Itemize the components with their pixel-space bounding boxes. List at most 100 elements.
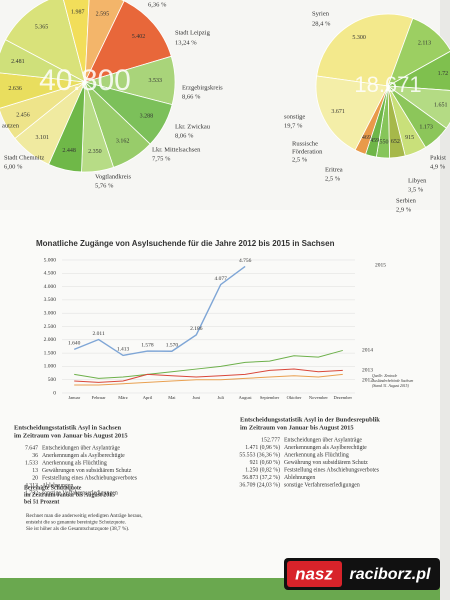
item-text: Anerkennung als Flüchtling [284,452,349,458]
y-tick-label: 1.500 [44,350,57,356]
pie-slice [0,39,86,83]
pie-annotation: Stadt Leipzig [175,29,211,36]
pie-annotation: Förderation [292,148,323,155]
x-tick-label: Mai [168,395,176,400]
x-tick-label: Juni [193,395,201,400]
item-number: 56.873 (37,2 %) [242,474,280,481]
slice-label: 1.72 [438,71,449,77]
pie-slice [84,0,172,83]
y-tick-label: 4.500 [44,271,57,277]
block-title: im Zeitraum von Januar bis August 2015 [14,432,128,439]
y-tick-label: 2.000 [44,337,57,343]
x-tick-label: November [309,395,328,400]
pie-annotation: Serbien [396,197,417,204]
series-line [74,373,343,386]
slice-label: 459 [370,138,379,144]
y-tick-label: 500 [48,377,57,383]
x-tick-label: Februar [92,395,106,400]
item-text: Entscheidungen über Asylanträge [42,445,120,451]
x-tick-label: Juli [217,395,224,400]
item-number: 20 [32,475,38,481]
slice-label: 2.636 [8,86,22,92]
pie-annotation: 6,00 % [4,163,23,170]
data-label: 1.640 [68,341,81,347]
slice-label: 3.101 [36,135,50,141]
block-subtitle: Bereinigte Schutzquote [24,485,82,491]
item-number: 1.250 (0,82 %) [245,466,280,473]
pie-slice [0,72,86,109]
series-line [74,349,343,379]
item-text: sonstige Verfahrenserledigungen [284,481,360,488]
pie-slice [316,13,414,87]
pie-annotation: Lkr. Zwickau [175,123,211,130]
x-tick-label: Oktober [287,395,302,400]
data-label: 1.570 [166,343,179,349]
item-text: Ablehnungen [284,475,315,481]
pie-annotation: Erzgebirgskreis [182,84,223,91]
pie-slice [315,75,389,151]
y-tick-label: 5.000 [44,257,57,263]
slice-label: 2.350 [88,149,102,155]
item-number: 1.732 [25,490,38,496]
slice-label: 915 [405,135,414,141]
x-tick-label: August [239,395,253,400]
block-title: Entscheidungsstatistik Asyl in Sachsen [14,424,121,431]
source: (Stand 31. August 2015) [372,384,410,388]
pie-annotation: 8,66 % [182,93,201,100]
series-label: 2012 [362,378,373,384]
slice-label: 469 [362,135,371,141]
y-tick-label: 2.500 [44,324,57,330]
pie-annotation: Syrien [312,10,330,17]
data-label: 2.011 [93,331,105,337]
x-tick-label: September [260,395,280,400]
item-number: 36.709 (24,03 %) [239,481,280,488]
series-label: 2014 [362,348,373,354]
item-number: 55.553 (36,36 %) [239,451,280,458]
pie-annotation: 2,5 % [325,175,341,182]
slice-label: 1.173 [419,125,433,131]
item-text: Ablehnungen [42,483,73,489]
slice-label: 3.671 [331,109,345,115]
x-tick-label: März [118,395,128,400]
block-title: Entscheidungsstatistik Asyl in der Bunde… [240,416,380,423]
slice-label: 5.300 [352,35,366,41]
data-label: 1.578 [141,342,154,348]
pie-annotation: 28,4 % [312,20,331,27]
slice-label: 652 [391,139,400,145]
x-tick-label: April [143,395,153,400]
slice-label: 2.113 [418,41,431,47]
block-note: entsteht die so genannte bereinigte Schu… [26,520,126,526]
pie-annotation: 19,7 % [284,122,303,129]
pie-total: 18.671 [354,72,421,97]
pie-annotation: sonstige [284,113,305,120]
y-tick-label: 0 [53,390,56,396]
series-line [74,368,343,383]
chart-title: Monatliche Zugänge von Asylsuchende für … [36,239,335,248]
item-number: 921 (0,60 %) [250,459,280,466]
item-text: Anerkennungen als Asylberechtigte [284,445,367,451]
pie-slice [4,0,86,83]
pie-annotation: Eritrea [325,166,343,173]
series-label: 2015 [375,262,386,268]
item-number: 1.471 (0,96 %) [245,444,280,451]
pie-annotation: 2,9 % [396,206,412,213]
pie-annotation: autzen [2,122,20,129]
series-line [73,265,246,357]
pie-annotation: 13,24 % [175,39,197,46]
pie-slice [386,51,450,91]
data-label: 4.077 [215,276,228,282]
y-tick-label: 3.500 [44,297,57,303]
pie-annotation: Lkr. Mittelsachsen [152,146,201,153]
item-number: 1.533 [25,460,38,466]
item-text: Gewährungen von subsidiärem Schutz [42,468,132,474]
series-label: 2013 [362,368,373,374]
pie-annotation: 8,06 % [175,132,194,139]
source: Quelle: Zentrale [372,374,398,378]
pie-annotation: Russische [292,140,318,147]
slice-label: 5.402 [132,34,146,40]
item-text: Anerkennung als Flüchtling [42,460,107,466]
pie-annotation: 2,5 % [292,156,308,163]
slice-label: 5.365 [35,24,49,30]
block-note: Rechnet man die anderweitig erledigten A… [26,513,143,519]
